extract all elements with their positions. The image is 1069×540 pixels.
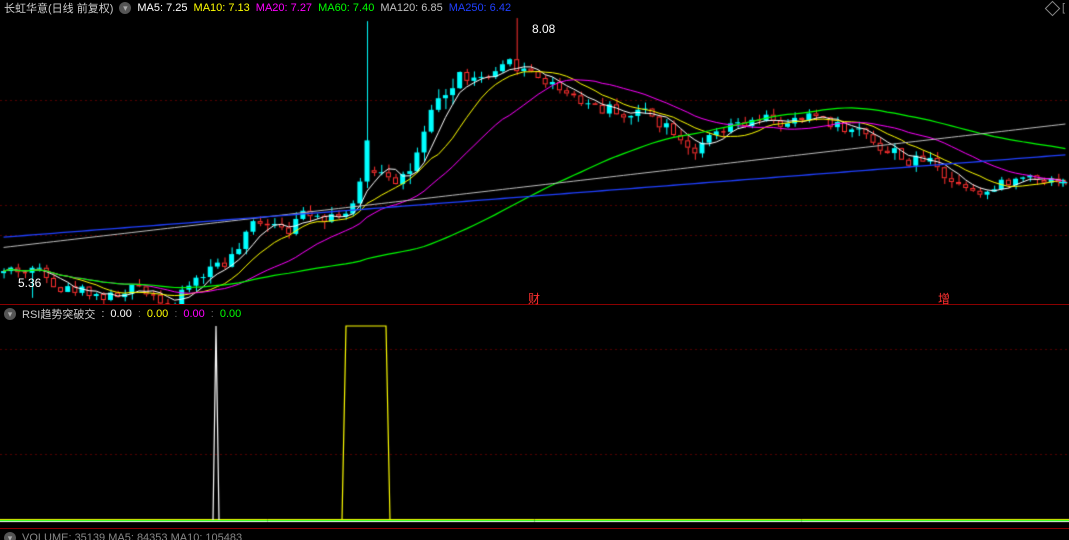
chart-tools: [: [1047, 2, 1065, 14]
volume-header: ▾ VOLUME: 35139 MA5: 84353 MA10: 105483: [0, 530, 1069, 540]
stock-title: 长虹华意(日线 前复权): [4, 0, 113, 16]
ma-value: MA60: 7.40: [318, 2, 374, 14]
rsi-title: RSI趋势突破交: [22, 306, 95, 322]
price-low-label: 5.36: [18, 276, 41, 290]
event-marker: 增: [938, 290, 950, 307]
rsi-chart[interactable]: [0, 322, 1069, 528]
rsi-value: 0.00: [183, 308, 204, 320]
price-chart[interactable]: [0, 16, 1069, 304]
ma-value: MA120: 6.85: [380, 2, 442, 14]
volume-text: VOLUME: 35139 MA5: 84353 MA10: 105483: [22, 532, 242, 540]
rsi-value: 0.00: [220, 308, 241, 320]
collapse-icon[interactable]: ▾: [119, 2, 131, 14]
ma-value: MA10: 7.13: [194, 2, 250, 14]
collapse-icon[interactable]: ▾: [4, 308, 16, 320]
ma-value: MA20: 7.27: [256, 2, 312, 14]
event-marker: 财: [528, 290, 540, 307]
ma-value: MA250: 6.42: [449, 2, 511, 14]
tool-bracket-icon[interactable]: [: [1062, 2, 1065, 14]
rsi-value: 0.00: [147, 308, 168, 320]
rsi-sep: :: [101, 308, 104, 320]
ma-value: MA5: 7.25: [137, 2, 187, 14]
chart-header: 长虹华意(日线 前复权) ▾ MA5: 7.25 MA10: 7.13 MA20…: [0, 0, 1069, 16]
panel-separator: [0, 528, 1069, 529]
rsi-header: ▾ RSI趋势突破交 : 0.00 : 0.00 : 0.00 : 0.00: [0, 306, 1069, 322]
price-high-label: 8.08: [532, 22, 555, 36]
tool-diamond-icon[interactable]: [1045, 0, 1061, 16]
collapse-icon[interactable]: ▾: [4, 532, 16, 540]
rsi-value: 0.00: [110, 308, 131, 320]
